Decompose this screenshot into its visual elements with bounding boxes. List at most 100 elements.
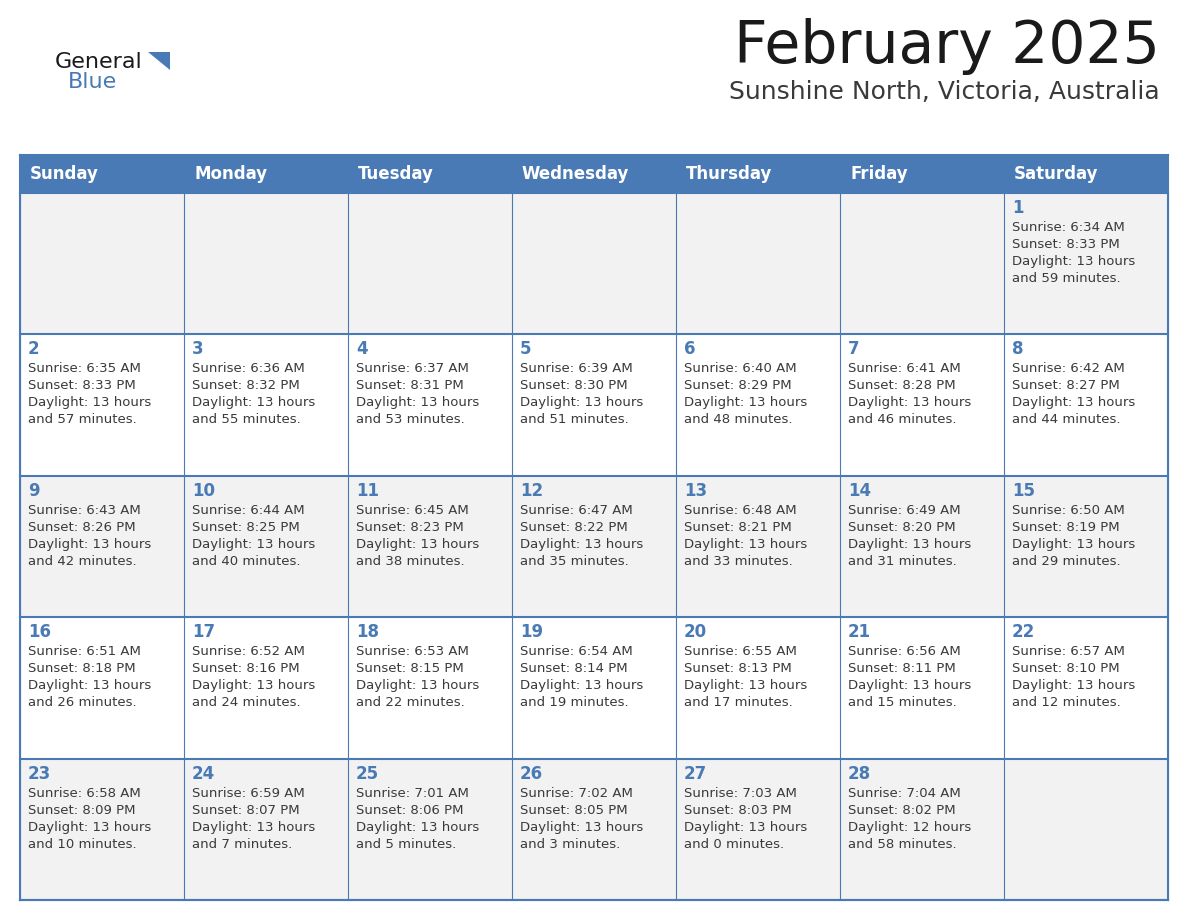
Text: 12: 12 [520,482,543,499]
Text: Daylight: 13 hours: Daylight: 13 hours [29,679,151,692]
Text: 18: 18 [356,623,379,641]
Bar [20,617,1168,758]
Text: Sunrise: 7:03 AM: Sunrise: 7:03 AM [684,787,797,800]
Text: Sunrise: 6:42 AM: Sunrise: 6:42 AM [1012,363,1125,375]
Text: Sunset: 8:33 PM: Sunset: 8:33 PM [29,379,135,392]
Text: Sunset: 8:22 PM: Sunset: 8:22 PM [520,521,627,533]
Text: 16: 16 [29,623,51,641]
Text: Sunset: 8:15 PM: Sunset: 8:15 PM [356,662,463,676]
Text: and 5 minutes.: and 5 minutes. [356,837,456,851]
Text: Sunrise: 6:35 AM: Sunrise: 6:35 AM [29,363,141,375]
Text: and 10 minutes.: and 10 minutes. [29,837,137,851]
Text: Sunrise: 6:49 AM: Sunrise: 6:49 AM [848,504,961,517]
Text: Sunset: 8:11 PM: Sunset: 8:11 PM [848,662,956,676]
Text: Sunrise: 6:36 AM: Sunrise: 6:36 AM [192,363,305,375]
Text: Sunrise: 6:59 AM: Sunrise: 6:59 AM [192,787,305,800]
Text: General: General [55,52,143,72]
Text: and 29 minutes.: and 29 minutes. [1012,554,1120,568]
Text: 19: 19 [520,623,543,641]
Text: 24: 24 [192,765,215,783]
Text: Blue: Blue [68,72,118,92]
Text: and 17 minutes.: and 17 minutes. [684,696,792,710]
Text: and 0 minutes.: and 0 minutes. [684,837,784,851]
Text: and 38 minutes.: and 38 minutes. [356,554,465,568]
Text: Daylight: 13 hours: Daylight: 13 hours [192,538,315,551]
Text: Daylight: 13 hours: Daylight: 13 hours [192,679,315,692]
Text: and 12 minutes.: and 12 minutes. [1012,696,1120,710]
Text: Daylight: 13 hours: Daylight: 13 hours [520,679,643,692]
Text: Sunset: 8:30 PM: Sunset: 8:30 PM [520,379,627,392]
Text: Sunrise: 6:51 AM: Sunrise: 6:51 AM [29,645,141,658]
Text: Sunrise: 6:58 AM: Sunrise: 6:58 AM [29,787,140,800]
Text: Daylight: 13 hours: Daylight: 13 hours [1012,397,1136,409]
Text: and 53 minutes.: and 53 minutes. [356,413,465,426]
Text: Daylight: 13 hours: Daylight: 13 hours [29,397,151,409]
Text: Sunrise: 6:47 AM: Sunrise: 6:47 AM [520,504,633,517]
Text: 4: 4 [356,341,367,358]
Text: Sunrise: 6:41 AM: Sunrise: 6:41 AM [848,363,961,375]
Bar [20,155,1168,193]
Text: Daylight: 13 hours: Daylight: 13 hours [356,679,479,692]
Text: Daylight: 12 hours: Daylight: 12 hours [848,821,972,834]
Text: Sunrise: 6:34 AM: Sunrise: 6:34 AM [1012,221,1125,234]
Bar [20,476,1168,617]
Text: February 2025: February 2025 [734,18,1159,75]
Text: Sunrise: 6:40 AM: Sunrise: 6:40 AM [684,363,797,375]
Text: and 51 minutes.: and 51 minutes. [520,413,628,426]
Text: and 59 minutes.: and 59 minutes. [1012,272,1120,285]
Text: and 42 minutes.: and 42 minutes. [29,554,137,568]
Text: Sunset: 8:09 PM: Sunset: 8:09 PM [29,803,135,817]
Text: Daylight: 13 hours: Daylight: 13 hours [356,397,479,409]
Text: 8: 8 [1012,341,1024,358]
Text: Daylight: 13 hours: Daylight: 13 hours [684,821,808,834]
Text: and 40 minutes.: and 40 minutes. [192,554,301,568]
Text: Sunrise: 6:50 AM: Sunrise: 6:50 AM [1012,504,1125,517]
Text: Daylight: 13 hours: Daylight: 13 hours [848,538,972,551]
Text: Sunset: 8:05 PM: Sunset: 8:05 PM [520,803,627,817]
Text: Monday: Monday [194,165,267,183]
Text: Sunset: 8:06 PM: Sunset: 8:06 PM [356,803,463,817]
Text: Sunset: 8:19 PM: Sunset: 8:19 PM [1012,521,1119,533]
Text: and 55 minutes.: and 55 minutes. [192,413,301,426]
Text: Sunset: 8:03 PM: Sunset: 8:03 PM [684,803,791,817]
Text: 28: 28 [848,765,871,783]
Text: Sunset: 8:31 PM: Sunset: 8:31 PM [356,379,463,392]
Text: Sunrise: 6:48 AM: Sunrise: 6:48 AM [684,504,797,517]
Text: and 44 minutes.: and 44 minutes. [1012,413,1120,426]
Text: Sunrise: 7:04 AM: Sunrise: 7:04 AM [848,787,961,800]
Text: and 19 minutes.: and 19 minutes. [520,696,628,710]
Text: and 46 minutes.: and 46 minutes. [848,413,956,426]
Text: 27: 27 [684,765,707,783]
Text: 22: 22 [1012,623,1035,641]
Text: Daylight: 13 hours: Daylight: 13 hours [1012,679,1136,692]
Text: Sunrise: 6:43 AM: Sunrise: 6:43 AM [29,504,140,517]
Text: Sunset: 8:20 PM: Sunset: 8:20 PM [848,521,955,533]
Text: Sunshine North, Victoria, Australia: Sunshine North, Victoria, Australia [729,80,1159,104]
Text: Daylight: 13 hours: Daylight: 13 hours [848,679,972,692]
Text: and 22 minutes.: and 22 minutes. [356,696,465,710]
Text: and 58 minutes.: and 58 minutes. [848,837,956,851]
Text: Saturday: Saturday [1015,165,1099,183]
Text: Tuesday: Tuesday [358,165,434,183]
Text: 13: 13 [684,482,707,499]
Text: Daylight: 13 hours: Daylight: 13 hours [520,821,643,834]
Text: Daylight: 13 hours: Daylight: 13 hours [1012,538,1136,551]
Text: Daylight: 13 hours: Daylight: 13 hours [29,821,151,834]
Text: Daylight: 13 hours: Daylight: 13 hours [1012,255,1136,268]
Text: Sunset: 8:25 PM: Sunset: 8:25 PM [192,521,299,533]
Text: Sunrise: 6:44 AM: Sunrise: 6:44 AM [192,504,304,517]
Text: Sunrise: 7:02 AM: Sunrise: 7:02 AM [520,787,633,800]
Text: Daylight: 13 hours: Daylight: 13 hours [192,397,315,409]
Text: Sunrise: 6:52 AM: Sunrise: 6:52 AM [192,645,305,658]
Text: Sunset: 8:02 PM: Sunset: 8:02 PM [848,803,955,817]
Text: Sunrise: 7:01 AM: Sunrise: 7:01 AM [356,787,469,800]
Text: Sunset: 8:33 PM: Sunset: 8:33 PM [1012,238,1120,251]
Text: Sunrise: 6:57 AM: Sunrise: 6:57 AM [1012,645,1125,658]
Text: and 26 minutes.: and 26 minutes. [29,696,137,710]
Text: 5: 5 [520,341,531,358]
Text: and 15 minutes.: and 15 minutes. [848,696,956,710]
Text: Sunset: 8:23 PM: Sunset: 8:23 PM [356,521,463,533]
Text: Sunset: 8:07 PM: Sunset: 8:07 PM [192,803,299,817]
Text: Sunrise: 6:56 AM: Sunrise: 6:56 AM [848,645,961,658]
Text: 6: 6 [684,341,695,358]
